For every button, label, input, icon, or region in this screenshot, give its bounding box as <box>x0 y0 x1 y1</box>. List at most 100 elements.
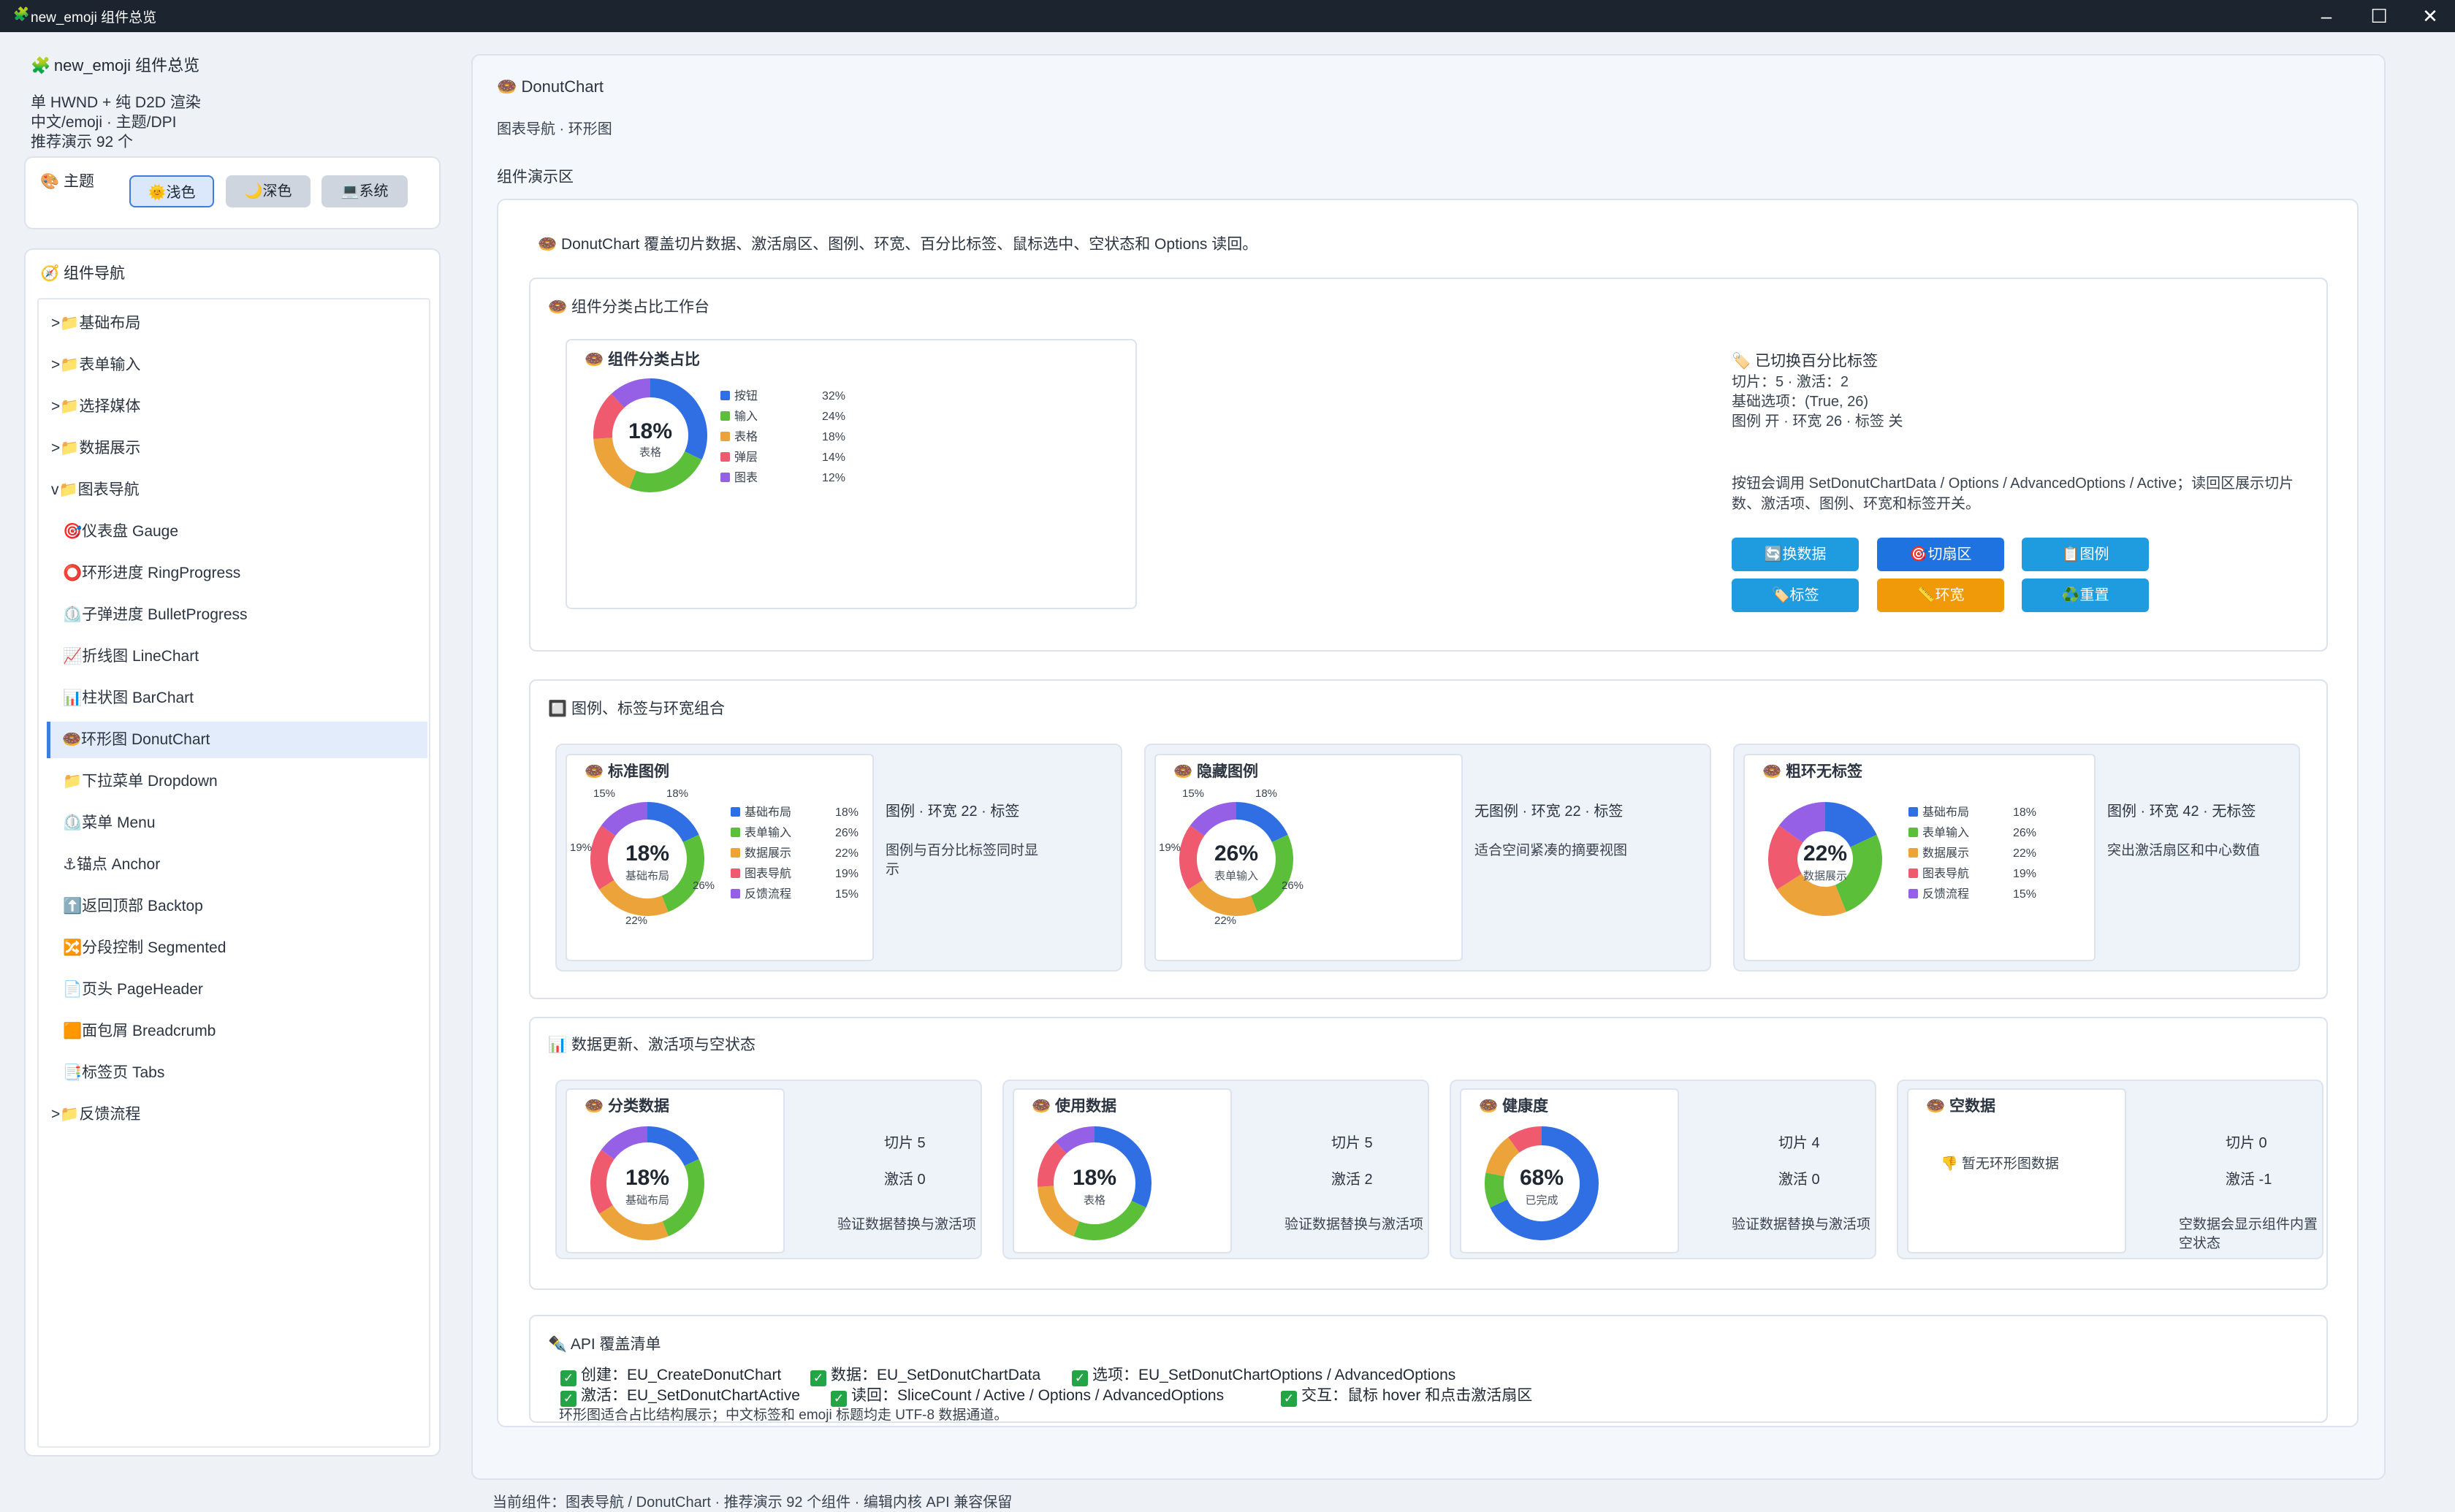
data-card-donut[interactable] <box>589 1125 706 1242</box>
legend-swatch <box>720 452 730 462</box>
nav-item[interactable]: ⏲️菜单 Menu <box>63 814 156 831</box>
workbench-donut-slice-4[interactable] <box>611 378 651 408</box>
legend-item: 表单输入 26% <box>1908 822 2036 840</box>
data-card-donut-2-slice-2[interactable] <box>1485 1137 1520 1177</box>
label-toggle-button[interactable]: 🏷️标签 <box>1732 579 1859 612</box>
status-line-3: 图例 开 · 环宽 26 · 标签 关 <box>1732 413 1903 429</box>
legend-card-donut-2-slice-3[interactable] <box>1768 825 1803 890</box>
legend-card-donut-2-slice-2[interactable] <box>1777 873 1846 916</box>
theme-system-button[interactable]: 💻系统 <box>321 175 408 207</box>
legend-card-donut-0-slice-3[interactable] <box>590 825 616 890</box>
legend-card-donut-1-slice-0[interactable] <box>1236 802 1288 843</box>
nav-item[interactable]: 📈折线图 LineChart <box>63 648 199 665</box>
legend-card-donut-1-slice-4[interactable] <box>1190 802 1237 836</box>
legend-card-donut-2-slice-1[interactable] <box>1835 834 1882 912</box>
legend-card-donut-1-slice-1[interactable] <box>1250 834 1293 912</box>
legend-card-donut-0-slice-2[interactable] <box>599 879 669 916</box>
sidebar-info-1: 单 HWND + 纯 D2D 渲染 <box>31 94 201 111</box>
legend-card-donut-0-slice-0[interactable] <box>647 802 699 843</box>
percent-label: 15% <box>593 787 616 800</box>
switch-sector-button[interactable]: 🎯切扇区 <box>1877 538 2004 571</box>
donut-icon: 🍩 <box>548 299 568 316</box>
minimize-button[interactable]: – <box>2321 5 2332 27</box>
data-card-donut[interactable] <box>1483 1125 1600 1242</box>
legend-name: 弹层 <box>734 451 758 464</box>
legend-card-title: 🍩 标准图例 <box>585 763 669 780</box>
data-card-donut-1-slice-2[interactable] <box>1038 1185 1080 1237</box>
close-button[interactable]: ✕ <box>2422 5 2438 27</box>
nav-item[interactable]: 🟧面包屑 Breadcrumb <box>63 1023 216 1039</box>
data-card-donut-1-slice-0[interactable] <box>1094 1126 1152 1208</box>
legend-card-donut[interactable] <box>1767 801 1884 917</box>
legend-name: 反馈流程 <box>1922 888 1970 901</box>
nav-item[interactable]: ⚓锚点 Anchor <box>63 856 161 873</box>
percent-label: 26% <box>693 879 715 892</box>
legend-card-mode: 图例 · 环宽 42 · 无标签 <box>2107 803 2256 820</box>
data-card-donut-2-slice-0[interactable] <box>1490 1126 1599 1240</box>
legend-name: 数据展示 <box>1922 847 1970 860</box>
nav-item[interactable]: 📑标签页 Tabs <box>63 1064 165 1081</box>
legend-toggle-button[interactable]: 📋图例 <box>2022 538 2149 571</box>
nav-item[interactable]: >📁基础布局 <box>51 315 141 332</box>
workbench-donut-slice-2[interactable] <box>593 437 637 489</box>
workbench-donut-slice-0[interactable] <box>650 378 707 460</box>
app-icon: 🧩 <box>13 7 30 21</box>
data-card-donut-0-slice-2[interactable] <box>599 1204 669 1240</box>
data-card-donut-1-slice-4[interactable] <box>1055 1126 1095 1154</box>
data-card-donut-0-slice-0[interactable] <box>647 1126 699 1167</box>
legend-swatch <box>731 828 740 837</box>
nav-item[interactable]: v📁图表导航 <box>51 481 140 498</box>
data-card-donut-2-slice-1[interactable] <box>1485 1172 1508 1208</box>
reset-button[interactable]: ♻️重置 <box>2022 579 2149 612</box>
palette-icon: 🎨 <box>40 173 60 190</box>
legend-card-desc: 图例与百分比标签同时显示 <box>886 843 1039 877</box>
nav-item[interactable]: 📁下拉菜单 Dropdown <box>63 773 218 790</box>
nav-item[interactable]: >📁表单输入 <box>51 356 141 373</box>
nav-item[interactable]: >📁反馈流程 <box>51 1106 141 1123</box>
change-data-button[interactable]: 🔄换数据 <box>1732 538 1859 571</box>
check-icon: ✓ <box>1281 1391 1297 1407</box>
data-card-desc: 验证数据替换与激活项 <box>1732 1217 1871 1232</box>
workbench-donut-chart[interactable] <box>592 377 709 494</box>
legend-name: 按钮 <box>734 390 758 402</box>
check-icon: ✓ <box>560 1391 576 1407</box>
ring-width-button[interactable]: 📏环宽 <box>1877 579 2004 612</box>
legend-card-donut-2-slice-4[interactable] <box>1778 802 1827 844</box>
nav-item[interactable]: 📊柱状图 BarChart <box>63 690 194 706</box>
legend-card-donut-0-slice-1[interactable] <box>661 834 704 912</box>
theme-dark-button[interactable]: 🌙深色 <box>226 175 311 207</box>
nav-item[interactable]: 🎯仪表盘 Gauge <box>63 523 179 540</box>
nav-item[interactable]: 📄页头 PageHeader <box>63 981 203 998</box>
data-card-donut-1-slice-1[interactable] <box>1073 1200 1146 1240</box>
legend-card-donut[interactable] <box>589 801 706 917</box>
legend-name: 图表导航 <box>1922 868 1970 880</box>
nav-item[interactable]: ⭕环形进度 RingProgress <box>63 565 241 581</box>
legend-card-donut-1-slice-3[interactable] <box>1179 825 1205 890</box>
legend-swatch <box>720 391 730 400</box>
data-card-donut-2-slice-3[interactable] <box>1508 1126 1542 1153</box>
nav-item[interactable]: ⬆️返回顶部 Backtop <box>63 898 203 915</box>
legend-card-donut-2-slice-0[interactable] <box>1824 802 1877 848</box>
nav-item[interactable]: 🔀分段控制 Segmented <box>63 939 227 956</box>
legend-card-donut-0-slice-4[interactable] <box>601 802 648 836</box>
data-card-donut-1-slice-3[interactable] <box>1038 1142 1067 1187</box>
workbench-donut-slice-1[interactable] <box>629 451 702 492</box>
legend-name: 图表导航 <box>745 868 792 880</box>
data-card-donut-0-slice-4[interactable] <box>601 1126 648 1160</box>
data-card-donut[interactable] <box>1036 1125 1153 1242</box>
donut-icon: 🍩 <box>1479 1098 1499 1115</box>
data-card-donut-0-slice-3[interactable] <box>590 1150 614 1214</box>
nav-item[interactable]: 🍩环形图 DonutChart <box>47 722 427 758</box>
nav-item[interactable]: ⏲️子弹进度 BulletProgress <box>63 606 248 623</box>
api-section <box>529 1315 2328 1423</box>
workbench-donut-slice-3[interactable] <box>593 394 625 439</box>
data-card-donut-0-slice-1[interactable] <box>662 1158 704 1237</box>
page-title: 🍩 DonutChart <box>497 77 604 96</box>
maximize-button[interactable]: ☐ <box>2370 5 2388 27</box>
legend-swatch <box>731 807 740 817</box>
legend-card-donut[interactable] <box>1178 801 1295 917</box>
nav-item[interactable]: >📁数据展示 <box>51 440 141 457</box>
nav-item[interactable]: >📁选择媒体 <box>51 398 141 415</box>
legend-card-donut-1-slice-2[interactable] <box>1188 879 1257 916</box>
theme-light-button[interactable]: 🌞浅色 <box>129 175 214 207</box>
